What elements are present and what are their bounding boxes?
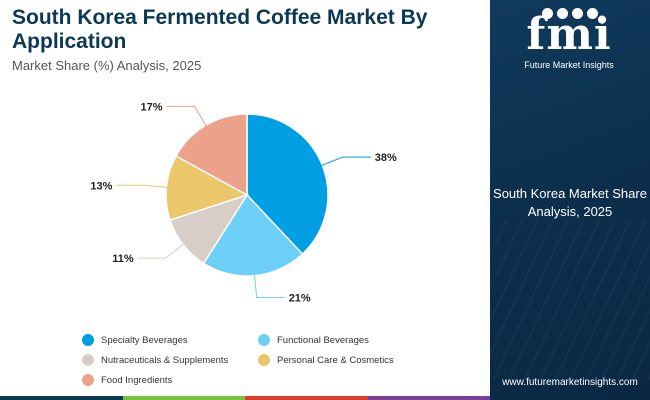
- legend-item: Food Ingredients: [82, 374, 172, 386]
- logo-dot-icon: [557, 8, 568, 19]
- legend-label: Specialty Beverages: [101, 334, 188, 346]
- legend-label: Functional Beverages: [277, 334, 369, 346]
- slice-value-label: 13%: [90, 180, 112, 192]
- bottom-bar-segment: [122, 396, 245, 400]
- logo-dot-icon: [587, 8, 598, 19]
- logo-dot-icon: [542, 8, 553, 19]
- slice-value-label: 17%: [141, 101, 163, 113]
- legend-swatch: [82, 354, 94, 366]
- leader-line: [313, 156, 371, 170]
- legend-label: Personal Care & Cosmetics: [277, 354, 394, 366]
- website-link[interactable]: www.futuremarketinsights.com: [502, 377, 638, 388]
- legend-label: Nutraceuticals & Supplements: [101, 354, 229, 366]
- leader-line: [116, 184, 177, 189]
- fmi-logo: fmi Future Market Insights: [514, 8, 624, 70]
- logo-icon-row: [542, 8, 622, 22]
- sidebar-caption: South Korea Market Share Analysis, 2025: [493, 186, 647, 219]
- leader-line: [253, 265, 285, 299]
- legend-item: Nutraceuticals & Supplements: [82, 354, 228, 366]
- chart-panel: South Korea Fermented Coffee Market By A…: [0, 6, 490, 400]
- logo-subtitle: Future Market Insights: [524, 60, 614, 70]
- slice-value-label: 21%: [289, 293, 311, 305]
- bottom-bar-segment: [367, 396, 490, 400]
- chart-subtitle: Market Share (%) Analysis, 2025: [12, 58, 202, 73]
- background-texture: [490, 220, 650, 380]
- chart-title: South Korea Fermented Coffee Market By A…: [12, 6, 428, 53]
- legend-swatch: [82, 334, 94, 346]
- legend-swatch: [82, 374, 94, 386]
- bottom-color-bar: [0, 396, 490, 400]
- leader-line: [166, 105, 212, 134]
- legend-swatch: [258, 334, 270, 346]
- legend-swatch: [258, 354, 270, 366]
- slice-value-label: 11%: [112, 253, 134, 265]
- legend-item: Specialty Beverages: [82, 334, 188, 346]
- logo-letters: fmi: [526, 9, 612, 60]
- leader-line: [137, 238, 191, 259]
- slice-value-label: 38%: [375, 152, 397, 164]
- legend-item: Functional Beverages: [258, 334, 369, 346]
- bottom-bar-segment: [0, 396, 123, 400]
- logo-dot-icon: [572, 8, 583, 19]
- brand-sidebar: fmi Future Market Insights South Korea M…: [490, 0, 650, 400]
- bottom-bar-segment: [245, 396, 368, 400]
- pie-chart: 38% 21% 11% 13% 17%: [90, 101, 397, 305]
- legend-label: Food Ingredients: [101, 374, 173, 386]
- legend-item: Personal Care & Cosmetics: [258, 354, 394, 366]
